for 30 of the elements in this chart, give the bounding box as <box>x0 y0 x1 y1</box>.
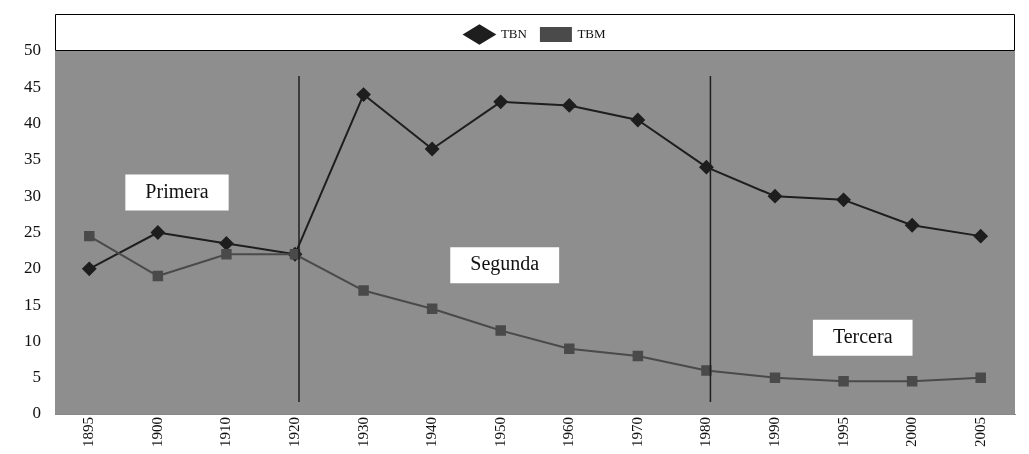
y-tick-label: 30 <box>24 185 41 205</box>
x-tick-label: 2000 <box>903 417 920 447</box>
y-tick-label: 40 <box>24 113 41 133</box>
x-tick-label: 1920 <box>285 417 302 447</box>
y-tick-label: 0 <box>32 403 41 423</box>
y-tick-label: 25 <box>24 221 41 241</box>
y-tick-label: 35 <box>24 149 41 169</box>
x-tick-label: 1895 <box>80 417 97 447</box>
x-tick-label: 1980 <box>697 417 714 447</box>
annotation: Tercera <box>832 325 893 348</box>
x-tick-label: 1960 <box>560 417 577 447</box>
annotation: Primera <box>145 179 209 202</box>
x-tick-label: 1940 <box>423 417 440 447</box>
annotation: Segunda <box>470 252 540 276</box>
y-tick-label: 5 <box>32 367 41 387</box>
y-tick-label: 50 <box>24 40 41 60</box>
x-tick-label: 1950 <box>491 417 508 447</box>
x-tick-label: 1930 <box>354 417 371 447</box>
legend-label: TBM <box>577 25 607 41</box>
y-tick-label: 45 <box>24 76 41 96</box>
x-tick-label: 1995 <box>834 417 851 447</box>
x-tick-label: 1900 <box>148 417 165 447</box>
y-tick-label: 20 <box>24 258 41 278</box>
y-tick-label: 10 <box>24 330 41 350</box>
x-tick-label: 2005 <box>971 417 988 447</box>
y-tick-label: 15 <box>24 294 41 314</box>
x-tick-label: 1990 <box>765 417 782 447</box>
legend-label: TBN <box>500 25 528 41</box>
x-tick-label: 1910 <box>217 417 234 447</box>
x-tick-label: 1970 <box>628 417 645 447</box>
